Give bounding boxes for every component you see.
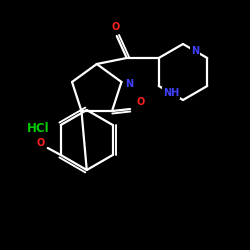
- Text: O: O: [137, 97, 145, 107]
- Text: O: O: [112, 22, 120, 32]
- Text: N: N: [126, 79, 134, 89]
- Text: N: N: [191, 46, 199, 56]
- Text: O: O: [37, 138, 45, 148]
- Text: HCl: HCl: [27, 122, 49, 134]
- Text: NH: NH: [163, 88, 179, 98]
